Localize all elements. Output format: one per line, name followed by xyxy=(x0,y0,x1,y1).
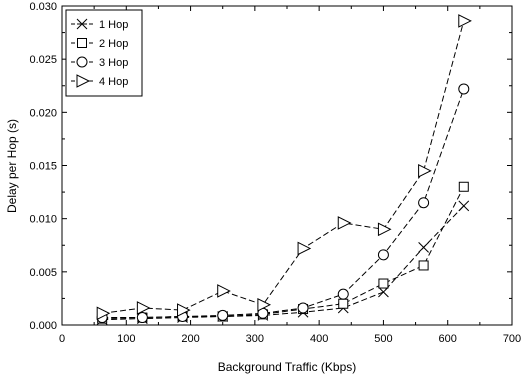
series-1-hop xyxy=(96,200,470,326)
y-tick-label: 0.025 xyxy=(29,54,57,66)
legend-item-4-hop: 4 Hop xyxy=(71,74,128,88)
data-point-1-hop xyxy=(458,200,470,212)
data-point-4-hop xyxy=(377,222,392,237)
x-tick-label: 400 xyxy=(310,333,328,345)
plot-area xyxy=(96,14,472,326)
y-tick-label: 0.020 xyxy=(29,107,57,119)
legend: 1 Hop 2 Hop 3 Hop 4 Hop xyxy=(65,9,143,97)
data-point-2-hop xyxy=(418,260,429,271)
legend-marker-4-hop xyxy=(76,74,91,88)
data-point-3-hop xyxy=(377,249,389,261)
data-point-2-hop xyxy=(458,181,469,192)
series-line-4-hop xyxy=(102,20,465,314)
series-2-hop xyxy=(97,181,469,324)
y-tick-label: 0.030 xyxy=(29,1,57,13)
x-tick-label: 500 xyxy=(374,333,392,345)
data-point-3-hop xyxy=(136,312,148,324)
data-point-4-hop xyxy=(136,301,151,315)
data-point-3-hop xyxy=(418,197,430,209)
data-point-4-hop xyxy=(458,14,472,28)
series-3-hop xyxy=(96,83,470,324)
data-point-4-hop xyxy=(177,303,191,317)
data-point-1-hop xyxy=(378,286,389,298)
x-tick-label: 600 xyxy=(439,333,457,345)
series-line-1-hop xyxy=(102,205,465,321)
y-tick-label: 0.005 xyxy=(29,267,57,279)
data-point-2-hop xyxy=(338,298,349,309)
x-tick-label: 200 xyxy=(181,333,199,345)
data-point-4-hop xyxy=(337,216,352,230)
data-point-3-hop xyxy=(337,288,349,300)
legend-label-4-hop: 4 Hop xyxy=(99,76,128,88)
y-tick-label: 0.015 xyxy=(29,161,57,173)
x-tick-label: 100 xyxy=(117,333,135,345)
x-axis-label: Background Traffic (Kbps) xyxy=(218,360,357,374)
data-point-3-hop xyxy=(217,309,229,321)
x-tick-label: 300 xyxy=(246,333,264,345)
x-tick-label: 0 xyxy=(59,333,65,345)
legend-marker-1-hop xyxy=(76,18,88,30)
y-tick-label: 0.000 xyxy=(29,320,57,332)
data-point-4-hop xyxy=(257,297,272,312)
data-point-3-hop xyxy=(297,302,309,314)
series-4-hop xyxy=(96,14,472,321)
legend-label-3-hop: 3 Hop xyxy=(99,57,128,69)
legend-marker-3-hop xyxy=(76,56,88,68)
legend-label-1-hop: 1 Hop xyxy=(99,19,128,31)
data-point-3-hop xyxy=(458,83,470,95)
y-tick-label: 0.010 xyxy=(29,214,57,226)
x-tick-label: 700 xyxy=(503,333,521,345)
legend-item-2-hop: 2 Hop xyxy=(71,38,128,50)
legend-marker-2-hop xyxy=(77,38,87,48)
axes: 0 100 200 300 400 500 600 700 0.000 0.005 0.010 0.0… xyxy=(29,1,521,345)
series-line-2-hop xyxy=(102,186,465,320)
data-point-4-hop xyxy=(217,284,231,298)
series-line-3-hop xyxy=(102,88,465,319)
y-axis-label: Delay per Hop (s) xyxy=(5,119,19,213)
data-point-4-hop xyxy=(418,164,432,178)
legend-item-3-hop: 3 Hop xyxy=(71,56,128,69)
legend-item-1-hop: 1 Hop xyxy=(71,18,128,31)
data-point-4-hop xyxy=(297,241,312,256)
data-point-1-hop xyxy=(418,242,429,253)
data-point-2-hop xyxy=(378,278,389,289)
data-point-4-hop xyxy=(96,306,111,321)
legend-label-2-hop: 2 Hop xyxy=(99,38,128,50)
